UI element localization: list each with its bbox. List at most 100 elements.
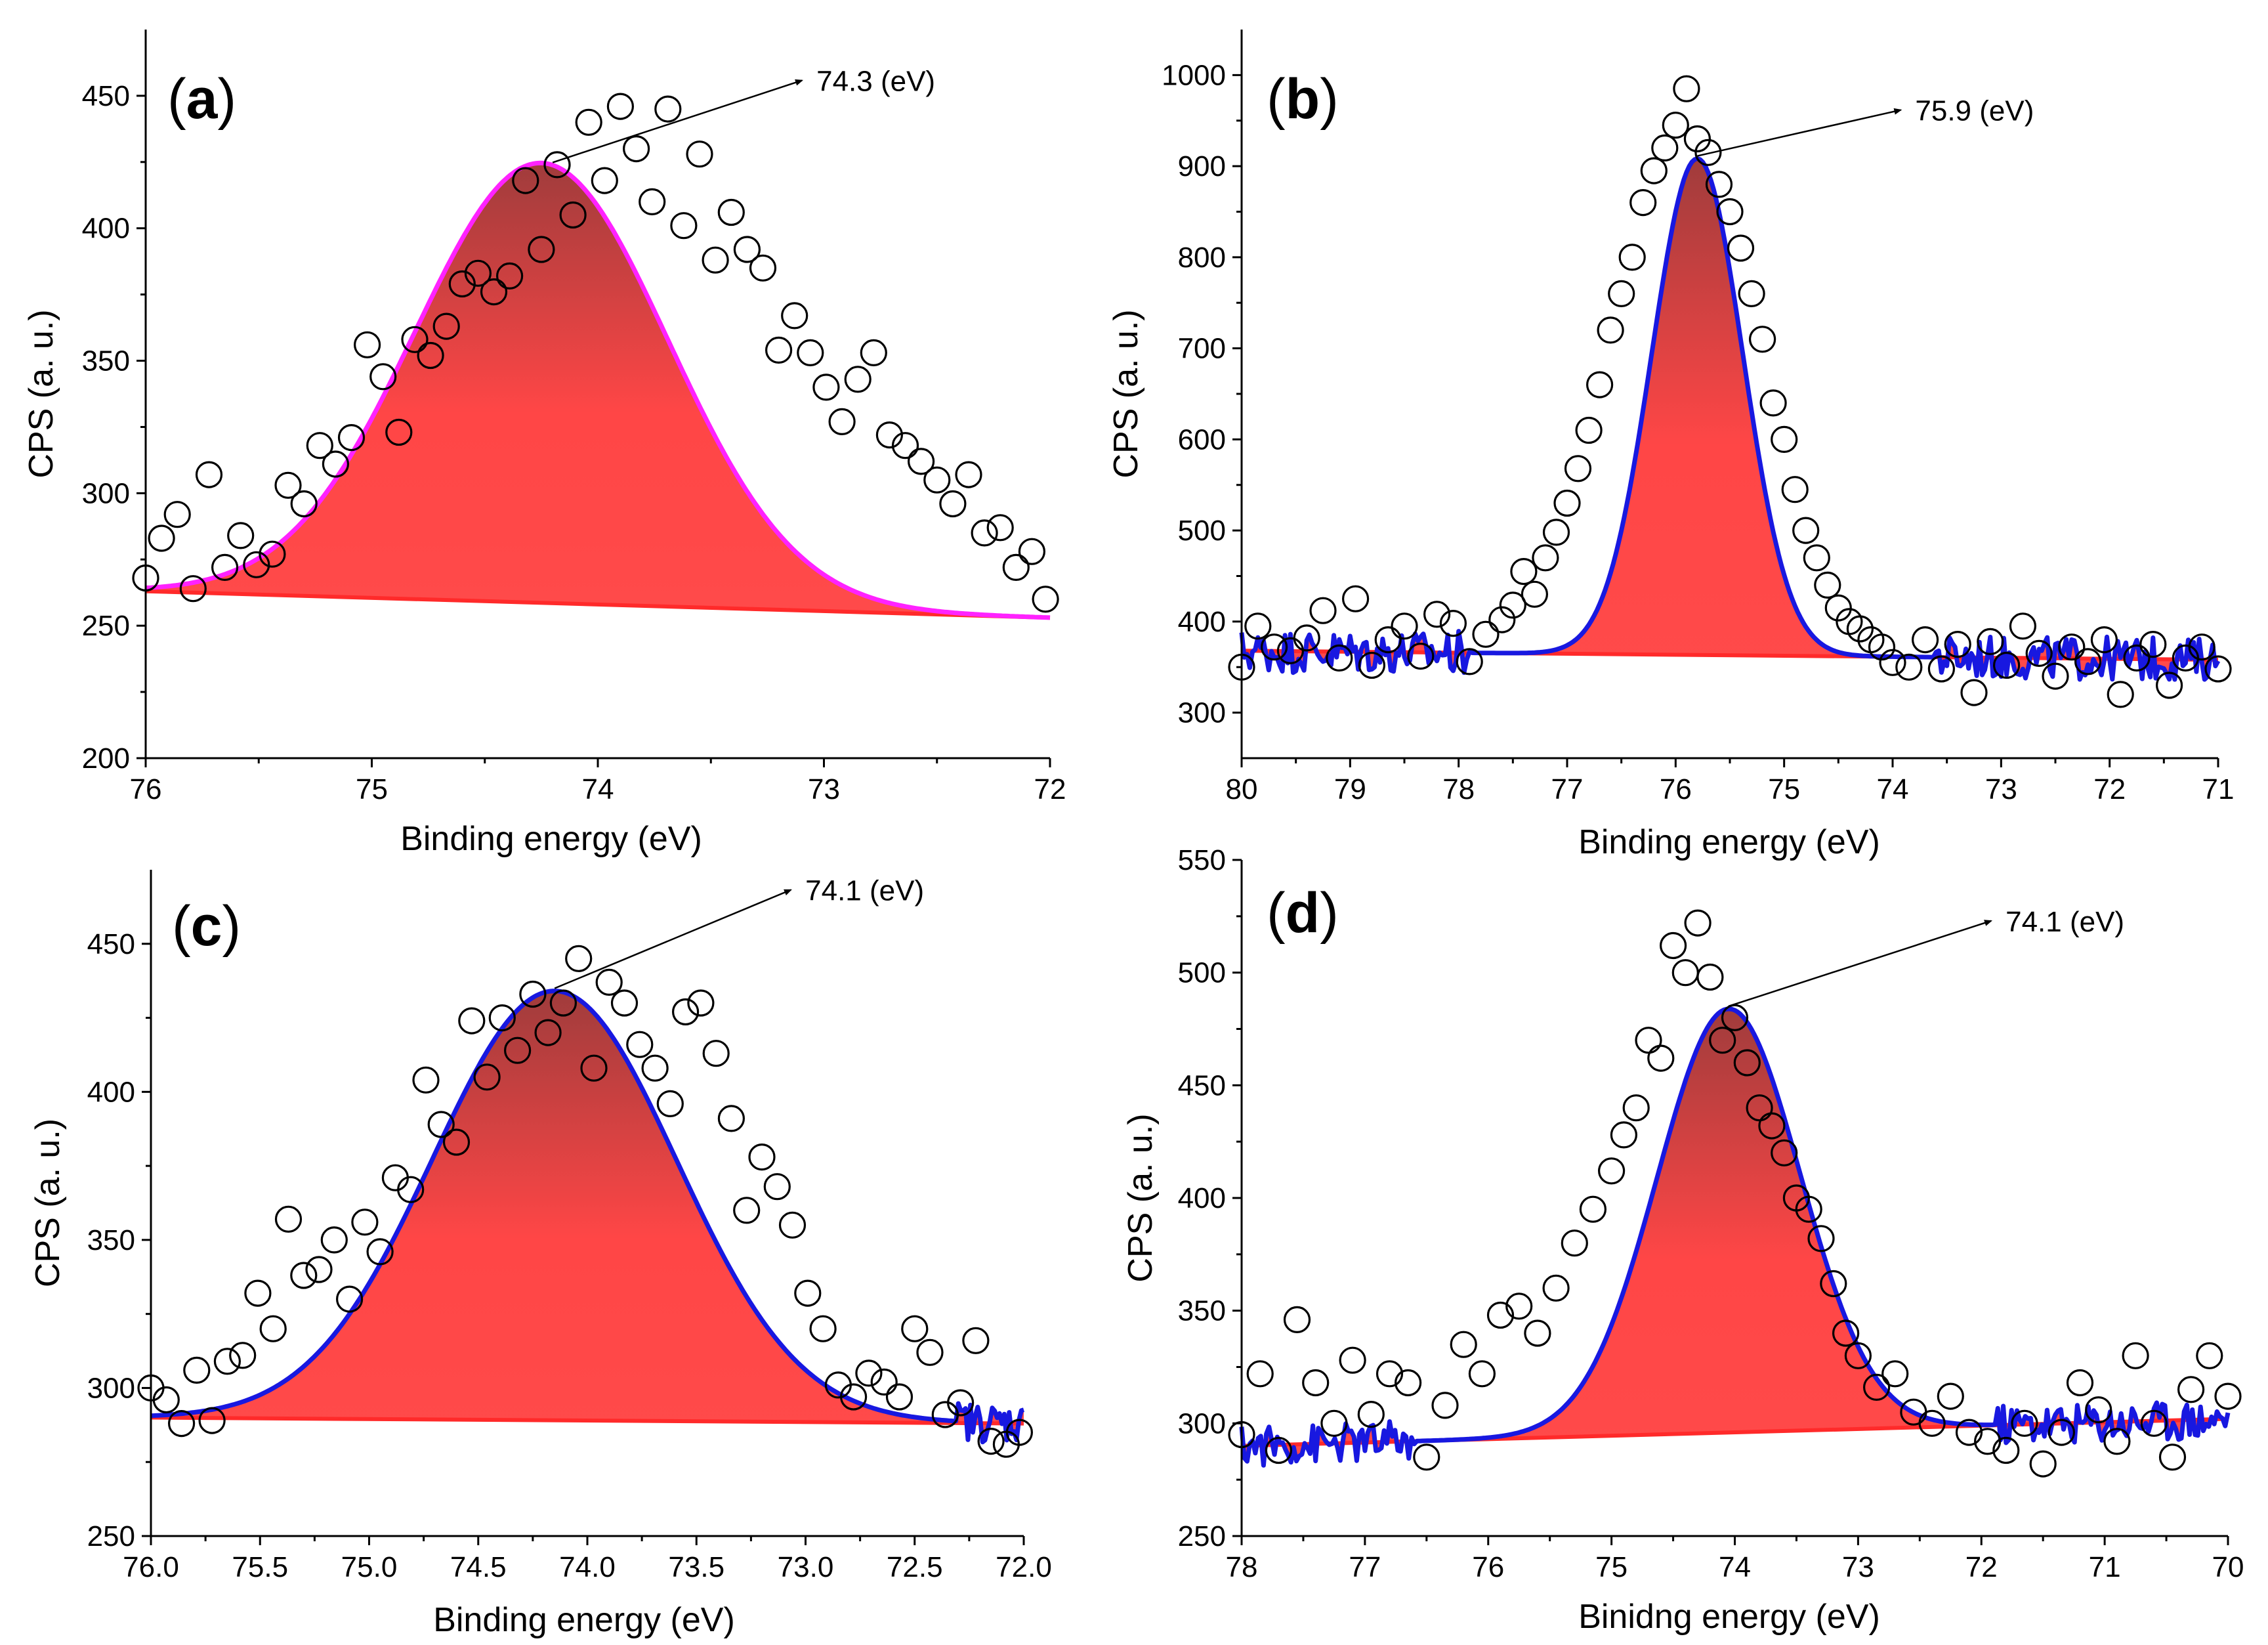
data-point-c	[427, 1111, 455, 1138]
data-point-c	[977, 1428, 1005, 1455]
x-axis-title-b: Binding energy (eV)	[1578, 823, 1880, 861]
data-point-c	[733, 1197, 761, 1224]
y-tick-label-b: 300	[1178, 697, 1226, 729]
y-tick-label-d: 450	[1178, 1069, 1226, 1101]
data-point-a	[243, 551, 270, 578]
y-tick-label-a: 250	[82, 610, 130, 642]
data-point-d	[2214, 1382, 2242, 1410]
peak-area-b	[1242, 158, 2218, 680]
data-point-d	[1635, 1027, 1662, 1054]
y-tick-label-c: 250	[87, 1520, 135, 1552]
data-point-b	[1824, 594, 1852, 622]
y-tick-label-a: 350	[82, 345, 130, 377]
data-point-a	[1032, 586, 1059, 613]
data-point-c	[320, 1226, 348, 1254]
data-point-a	[670, 212, 698, 240]
data-point-b	[1374, 626, 1402, 654]
data-point-d	[1709, 1027, 1736, 1054]
y-tick-label-c: 450	[87, 928, 135, 960]
data-point-b	[1727, 234, 1755, 262]
data-point-c	[366, 1238, 394, 1266]
data-point-d	[1395, 1369, 1422, 1397]
peak-arrow-b	[1697, 108, 1902, 157]
data-point-a	[939, 490, 967, 518]
panel-c-label-letter: c	[191, 895, 222, 958]
data-point-c	[274, 1205, 303, 1233]
panel-a-label: (a)	[167, 68, 236, 131]
x-tick-label-d: 70	[2212, 1551, 2244, 1583]
data-point-d	[2066, 1369, 2094, 1397]
data-point-c	[335, 1285, 364, 1313]
data-point-c	[946, 1389, 975, 1417]
peak-annotation-a: 74.3 (eV)	[816, 66, 935, 98]
x-axis-title-c: Binding energy (eV)	[433, 1601, 735, 1639]
data-point-d	[1622, 1094, 1650, 1122]
data-point-d	[1561, 1229, 1588, 1257]
data-point-c	[565, 945, 593, 972]
x-tick-label-b: 79	[1334, 773, 1366, 805]
fit-line-c	[150, 989, 1024, 1445]
data-point-d	[1684, 909, 1712, 937]
data-point-a	[480, 278, 508, 306]
x-tick-label-b: 73	[1985, 773, 2017, 805]
x-tick-label-d: 71	[2089, 1551, 2121, 1583]
data-point-a	[543, 151, 571, 179]
data-point-b	[1759, 389, 1787, 417]
data-point-d	[1598, 1157, 1626, 1185]
data-point-c	[580, 1054, 608, 1082]
data-point-d	[1955, 1419, 1983, 1446]
data-point-d	[1320, 1409, 1348, 1437]
data-point-d	[2011, 1409, 2038, 1437]
data-point-c	[794, 1279, 822, 1307]
y-tick-label-c: 400	[87, 1076, 135, 1108]
data-point-c	[702, 1040, 730, 1067]
x-tick-label-b: 77	[1551, 773, 1584, 805]
data-point-b	[2123, 644, 2151, 672]
data-point-c	[290, 1262, 318, 1289]
data-point-b	[1694, 139, 1722, 166]
data-point-b	[2009, 612, 2036, 640]
data-point-b	[1846, 615, 1874, 643]
data-point-b	[2204, 655, 2232, 683]
panel-c-label: (c)	[172, 895, 241, 958]
data-point-a	[163, 501, 191, 528]
data-point-c	[626, 1031, 654, 1058]
data-point-c	[503, 1036, 532, 1064]
data-point-c	[610, 989, 639, 1017]
data-point-d	[1807, 1225, 1835, 1252]
data-point-c	[885, 1383, 914, 1411]
data-point-b	[2042, 662, 2069, 690]
data-point-d	[1524, 1319, 1551, 1347]
data-point-b	[1521, 580, 1548, 608]
data-point-a	[369, 363, 397, 391]
data-point-a	[686, 140, 713, 168]
data-point-a	[907, 448, 935, 475]
data-point-a	[290, 490, 318, 518]
data-point-d	[1450, 1331, 1477, 1358]
data-point-b	[1488, 606, 1516, 633]
data-point-a	[797, 339, 824, 367]
data-point-a	[1018, 538, 1046, 565]
panel-d: (d) 78 77 76 75 74 73 72 71 70 250 300 350 400 450 500…	[1122, 844, 2244, 1636]
y-tick-label-d: 550	[1178, 844, 1226, 876]
data-point-a	[274, 471, 302, 499]
data-point-b	[1629, 189, 1657, 217]
data-point-a	[559, 201, 587, 229]
data-point-c	[259, 1315, 287, 1342]
fit-line-b	[1239, 156, 2221, 682]
data-point-c	[901, 1315, 929, 1342]
x-tick-label-b: 75	[1768, 773, 1800, 805]
x-tick-label-a: 74	[582, 773, 614, 805]
data-point-d	[2140, 1409, 2168, 1437]
x-tick-label-d: 75	[1595, 1551, 1628, 1583]
data-point-d	[1283, 1306, 1311, 1334]
x-tick-label-d: 73	[1842, 1551, 1874, 1583]
data-point-d	[1542, 1274, 1570, 1302]
data-point-a	[622, 135, 650, 163]
data-point-d	[2158, 1443, 2187, 1471]
data-point-d	[1339, 1346, 1366, 1374]
data-point-a	[179, 575, 207, 603]
data-point-c	[641, 1054, 669, 1082]
data-point-a	[353, 331, 381, 358]
data-point-d	[1486, 1301, 1515, 1329]
